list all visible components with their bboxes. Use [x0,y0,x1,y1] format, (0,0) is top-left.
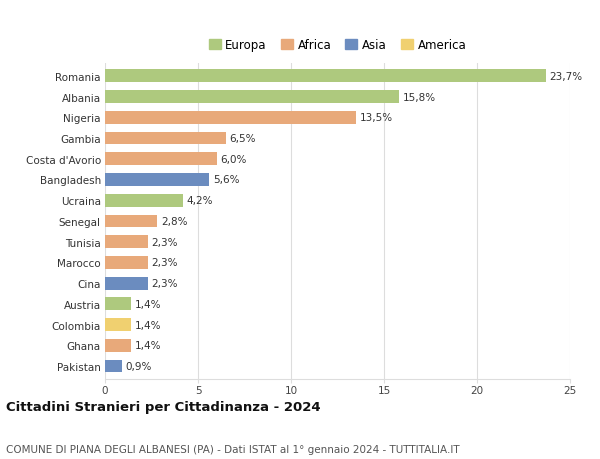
Text: COMUNE DI PIANA DEGLI ALBANESI (PA) - Dati ISTAT al 1° gennaio 2024 - TUTTITALIA: COMUNE DI PIANA DEGLI ALBANESI (PA) - Da… [6,444,460,454]
Bar [105,194,183,207]
Text: 6,5%: 6,5% [230,134,256,144]
Bar [105,174,209,186]
Text: 5,6%: 5,6% [213,175,239,185]
Bar [105,298,131,311]
Text: 4,2%: 4,2% [187,196,214,206]
Bar [105,257,148,269]
Bar [105,112,356,124]
Bar [105,277,148,290]
Text: Cittadini Stranieri per Cittadinanza - 2024: Cittadini Stranieri per Cittadinanza - 2… [6,400,320,413]
Bar [105,339,131,352]
Legend: Europa, Africa, Asia, America: Europa, Africa, Asia, America [209,39,466,52]
Bar [105,91,399,104]
Text: 0,9%: 0,9% [125,361,152,371]
Text: 2,3%: 2,3% [151,237,178,247]
Bar [105,236,148,249]
Text: 2,8%: 2,8% [161,217,187,226]
Bar [105,153,217,166]
Text: 1,4%: 1,4% [135,320,161,330]
Bar [105,132,226,145]
Text: 13,5%: 13,5% [360,113,393,123]
Bar [105,70,546,83]
Text: 1,4%: 1,4% [135,341,161,351]
Text: 2,3%: 2,3% [151,279,178,289]
Text: 1,4%: 1,4% [135,299,161,309]
Bar [105,319,131,331]
Text: 15,8%: 15,8% [403,92,436,102]
Bar [105,215,157,228]
Text: 23,7%: 23,7% [550,72,583,82]
Text: 6,0%: 6,0% [220,154,247,164]
Bar [105,360,122,373]
Text: 2,3%: 2,3% [151,258,178,268]
